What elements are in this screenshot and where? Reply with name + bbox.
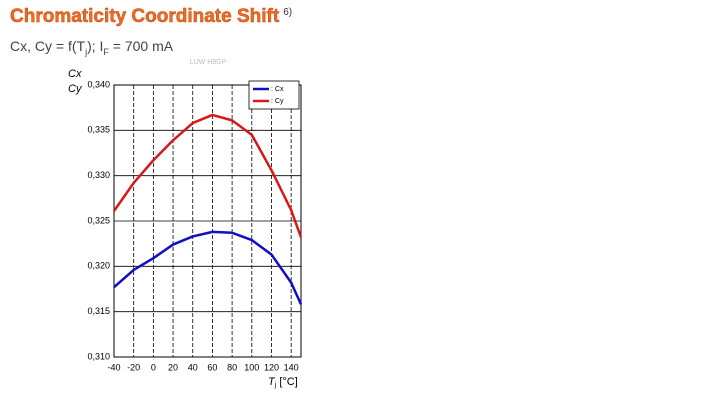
- y-tick-label: 0,320: [87, 261, 110, 271]
- x-label-part: [°C]: [276, 376, 298, 388]
- x-tick-label: 100: [244, 362, 259, 372]
- legend-label: : Cy: [271, 98, 284, 105]
- legend-label: : Cx: [271, 86, 284, 93]
- x-tick-label: 60: [207, 362, 217, 372]
- y-tick-label: 0,340: [87, 79, 110, 89]
- data-line: [112, 113, 303, 238]
- x-tick-label: 120: [264, 362, 279, 372]
- watermark: LUW H9GP: [190, 59, 227, 66]
- x-tick-label: 80: [227, 362, 237, 372]
- x-tick-label: 20: [168, 362, 178, 372]
- title-text: Chromaticity Coordinate Shift: [10, 6, 280, 28]
- subtitle-sub: j: [85, 46, 88, 57]
- subtitle-sub: F: [103, 46, 109, 57]
- x-tick-label: -20: [127, 362, 140, 372]
- x-tick-label: 140: [284, 362, 299, 372]
- x-label-part: T: [268, 376, 276, 388]
- x-label-sub: j: [274, 382, 277, 389]
- data-line: [113, 230, 303, 305]
- y-tick-label: 0,335: [87, 125, 110, 135]
- x-tick-label: -40: [107, 362, 120, 372]
- y-tick-label: 0,330: [87, 170, 110, 180]
- x-axis-label: Tj [°C]: [268, 376, 298, 389]
- y-tick-label: 0,310: [87, 351, 110, 361]
- y-axis-label: Cx: [68, 68, 82, 80]
- x-tick-label: 0: [151, 362, 156, 372]
- subtitle-part: = 700 mA: [108, 38, 174, 54]
- subtitle-part: ); I: [87, 38, 104, 54]
- y-axis-label: Cy: [68, 83, 83, 95]
- footnote-ref: 6): [283, 6, 293, 18]
- subtitle: Cx, Cy = f(Tj); IF = 700 mA: [10, 38, 292, 57]
- x-tick-label: 40: [188, 362, 198, 372]
- chart-title: Chromaticity Coordinate Shift 6): [10, 6, 292, 28]
- subtitle-part: Cx, Cy = f(T: [10, 38, 86, 54]
- y-tick-label: 0,315: [87, 306, 110, 316]
- header: Chromaticity Coordinate Shift 6) Cx, Cy =…: [10, 6, 292, 57]
- legend-box: [248, 80, 300, 110]
- y-tick-label: 0,325: [87, 215, 110, 225]
